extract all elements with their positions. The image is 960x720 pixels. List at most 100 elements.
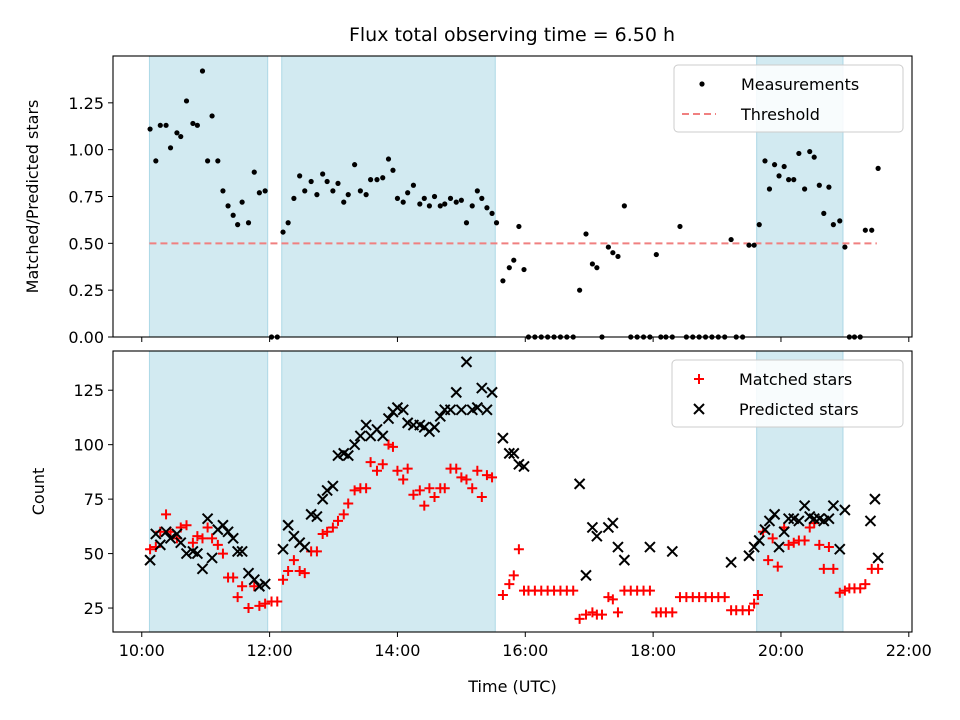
data-point [144,554,156,566]
data-point [194,122,200,128]
data-point [419,500,430,511]
data-point [587,607,598,618]
data-point [467,483,478,494]
data-point [677,223,683,230]
legend-label: Measurements [741,75,859,94]
x-tick-label: 10:00 [119,641,165,660]
y-tick-label: 1.25 [68,94,104,113]
data-point [231,545,244,558]
data-point [788,537,799,548]
top-panel: 0.00 0.25 0.50 0.75 1.00 1.25 Matched/Predicte… [23,55,913,347]
data-point [206,552,218,564]
data-point [589,261,596,267]
data-point [327,522,338,533]
legend-label: Predicted stars [739,400,859,419]
data-point [837,218,843,224]
data-point [299,568,310,579]
data-point [308,178,314,185]
data-point [371,465,382,476]
data-point [842,244,848,250]
data-point [823,542,834,553]
legend-box [673,64,904,133]
data-point [215,158,221,164]
data-point [753,534,765,547]
data-point [205,158,211,164]
data-point [175,536,187,549]
data-point [487,472,498,483]
data-point [644,541,656,553]
data-point [574,613,585,624]
data-point [451,463,462,474]
x-tick-label: 16:00 [502,641,548,660]
data-point [164,532,177,545]
data-point [282,519,294,531]
data-point [400,199,406,205]
data-point [834,587,845,598]
data-point [476,491,487,502]
data-point [181,520,192,531]
data-point [302,188,308,194]
legend-marker [699,81,705,87]
data-point [621,203,627,209]
data-point [348,438,361,451]
data-point [288,555,299,566]
data-point [607,517,619,529]
data-point [581,609,592,620]
data-point [232,592,243,603]
data-point [150,528,162,540]
data-point [387,441,398,452]
data-point [798,499,811,512]
data-point [644,585,655,596]
data-point [207,533,218,544]
y-tick-label: 0.75 [68,188,104,207]
data-point [363,192,369,198]
data-point [278,574,289,585]
data-point [776,173,782,179]
data-point [521,266,527,273]
data-point [455,404,468,416]
data-point [869,227,875,233]
data-point [217,548,228,559]
data-point [766,186,773,192]
data-point [763,555,774,566]
data-point [796,150,802,157]
data-point [167,145,174,151]
data-point [330,188,336,194]
data-point [481,404,493,416]
data-point [197,533,208,544]
data-point [814,539,825,550]
x-tick-label: 22:00 [886,641,932,660]
data-point [178,133,184,140]
data-point [239,199,245,205]
data-point [220,188,226,194]
data-point [476,382,488,394]
data-point [474,188,480,194]
y-tick-label: 125 [73,381,104,400]
data-point [191,547,204,560]
data-point [343,498,354,509]
data-point [667,607,678,618]
data-point [327,480,339,492]
data-point [417,201,423,207]
data-point [821,210,827,216]
data-point [811,154,817,160]
data-point [497,432,509,444]
data-point [516,223,522,230]
legend-label: Threshold [740,105,820,124]
data-point [823,513,835,525]
y-tick-label: 25 [84,599,104,618]
data-point [187,537,198,548]
data-point [472,465,483,476]
shaded-interval-1 [148,55,269,338]
data-point [196,563,209,575]
data-point [511,257,517,263]
data-point [245,220,252,226]
data-point [442,201,448,207]
data-point [392,465,403,476]
data-point [230,212,236,218]
data-point [768,508,781,521]
data-point [297,173,303,179]
data-point [568,585,579,596]
data-point [332,515,343,526]
data-point [345,192,351,198]
